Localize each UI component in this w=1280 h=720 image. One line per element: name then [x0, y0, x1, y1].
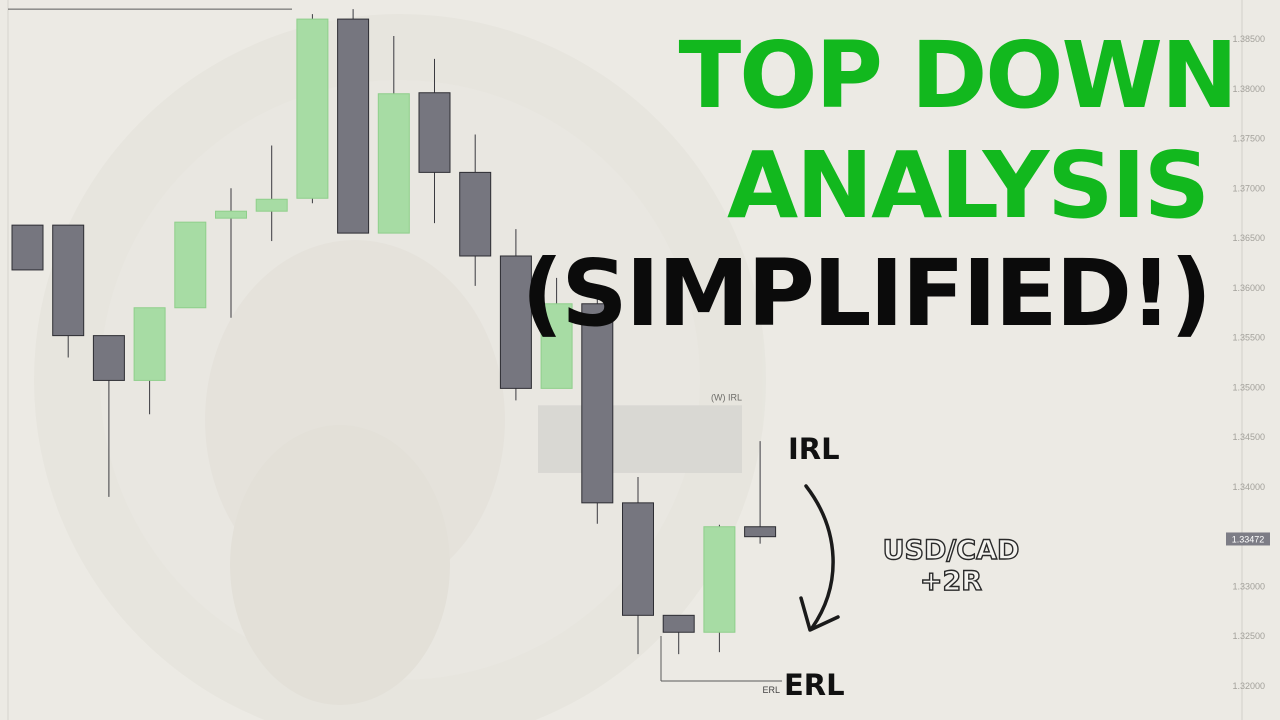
price-tick-label: 1.32500 — [1232, 631, 1265, 641]
candle-body — [418, 92, 451, 173]
bull-candle — [174, 221, 207, 309]
bear-candle — [459, 134, 492, 286]
candle-body — [581, 303, 614, 504]
candle-body — [662, 614, 695, 633]
price-axis — [7, 0, 1243, 720]
bear-candle — [92, 335, 125, 497]
irl-zone — [538, 405, 742, 473]
price-tick-label: 1.38500 — [1232, 34, 1265, 44]
current-price-label: 1.33472 — [1232, 534, 1265, 544]
watermark-logo — [34, 14, 766, 720]
candle-body — [377, 93, 410, 234]
candle-body — [52, 224, 85, 337]
candle-body — [215, 210, 247, 219]
candle-body — [459, 171, 492, 257]
tick-labels: 1.38500 1.38000 1.37500 1.37000 1.36500 1.360… — [1232, 34, 1265, 691]
bear-candle — [418, 58, 451, 224]
candle-body — [337, 18, 370, 234]
price-tick-label: 1.32000 — [1232, 681, 1265, 691]
candle-body — [296, 18, 329, 199]
erl-line-label: ERL — [762, 685, 780, 695]
price-tick-label: 1.36500 — [1232, 233, 1265, 243]
candles-layer — [11, 9, 777, 655]
bull-candle — [215, 188, 247, 318]
result-label: +2R — [919, 566, 983, 597]
price-tick-label: 1.34000 — [1232, 482, 1265, 492]
candle-body — [703, 526, 736, 633]
title-line-2: ANALYSIS — [726, 132, 1210, 239]
bear-candle — [11, 224, 44, 271]
candle-body — [92, 335, 125, 381]
candle-body — [133, 307, 166, 381]
candle-body — [11, 224, 44, 271]
price-tick-label: 1.38000 — [1232, 84, 1265, 94]
candle-body — [255, 198, 288, 212]
bear-candle — [499, 229, 532, 401]
current-price-badge — [1226, 532, 1270, 546]
price-tick-label: 1.36000 — [1232, 283, 1265, 293]
bull-candle — [296, 14, 329, 204]
zones-layer: (W) IRL — [538, 392, 742, 473]
price-tick-label: 1.37000 — [1232, 183, 1265, 193]
bear-candle — [581, 284, 614, 524]
price-tick-label: 1.34500 — [1232, 432, 1265, 442]
candle-body — [540, 303, 573, 389]
candle-body — [622, 502, 654, 616]
bear-candle — [52, 224, 85, 358]
title-line-1: TOP DOWN — [678, 22, 1238, 129]
bear-candle — [744, 441, 777, 544]
lines-layer: ERL — [8, 8, 782, 695]
bear-candle — [622, 476, 654, 655]
curved-arrow-down-icon — [799, 484, 840, 632]
bull-candle — [133, 307, 166, 415]
bear-candle — [337, 9, 370, 234]
candle-body — [174, 221, 207, 309]
bull-candle — [255, 145, 288, 242]
bull-candle — [377, 36, 410, 234]
current-price-tag: 1.33472 — [1226, 532, 1270, 546]
price-tick-label: 1.33000 — [1232, 581, 1265, 591]
candle-body — [499, 255, 532, 389]
bear-candle — [662, 614, 695, 655]
irl-label: IRL — [788, 432, 840, 466]
candle-body — [744, 526, 777, 538]
price-tick-label: 1.35000 — [1232, 382, 1265, 392]
price-tick-label: 1.35500 — [1232, 333, 1265, 343]
pair-label: USD/CAD — [882, 535, 1020, 566]
title-line-3: (SIMPLIFIED!) — [521, 240, 1212, 347]
zone-label: (W) IRL — [711, 392, 742, 402]
bull-candle — [540, 277, 573, 389]
price-tick-label: 1.37500 — [1232, 134, 1265, 144]
bull-candle — [703, 524, 736, 653]
erl-label: ERL — [784, 668, 845, 702]
